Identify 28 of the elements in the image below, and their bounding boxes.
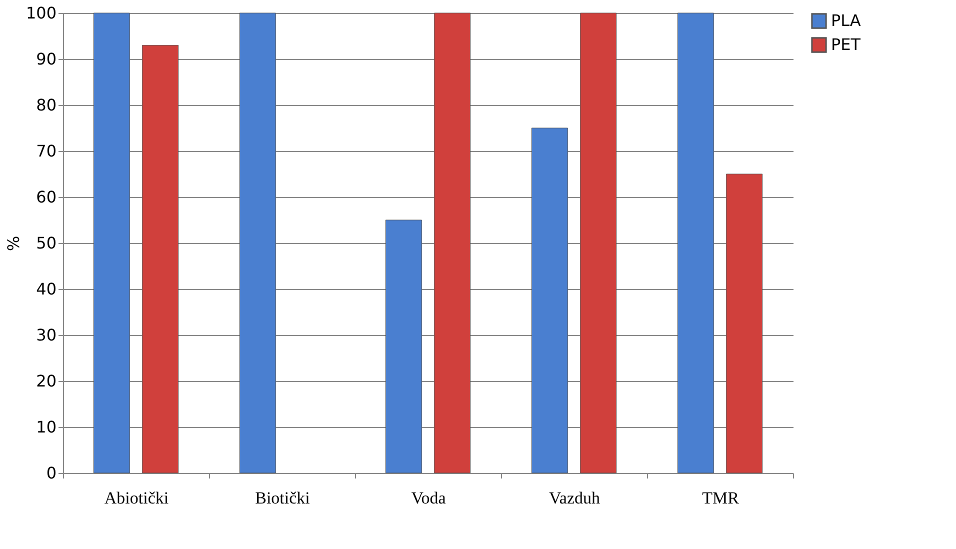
y-tick-label: 0 — [46, 464, 56, 482]
y-tick-label: 10 — [36, 418, 56, 436]
bar — [580, 12, 617, 474]
bar — [385, 220, 422, 474]
x-tick-label: Abiotički — [104, 488, 169, 508]
y-tick-label: 50 — [36, 234, 56, 252]
bar — [239, 12, 276, 474]
y-tick-label: 20 — [36, 372, 56, 390]
x-tick-label: TMR — [702, 488, 740, 508]
y-tick-label: 90 — [36, 50, 56, 68]
y-tick-label: 40 — [36, 280, 56, 298]
y-tick-label: 100 — [26, 4, 56, 22]
y-axis-title: % — [4, 236, 23, 252]
bar — [93, 12, 130, 474]
x-tick-label: Biotički — [255, 488, 310, 508]
y-tick-label: 60 — [36, 188, 56, 206]
y-tick-label: 70 — [36, 142, 56, 160]
bar — [531, 128, 568, 474]
bar — [434, 12, 471, 474]
y-tick-label: 80 — [36, 96, 56, 114]
y-tick-label: 30 — [36, 326, 56, 344]
bar — [726, 174, 763, 474]
x-tick-label: Vazduh — [549, 488, 600, 508]
x-tick-label: Voda — [411, 488, 446, 508]
bar — [142, 44, 179, 474]
legend-label: PLA — [831, 11, 861, 30]
legend-label: PET — [831, 35, 861, 54]
bar — [677, 12, 714, 474]
